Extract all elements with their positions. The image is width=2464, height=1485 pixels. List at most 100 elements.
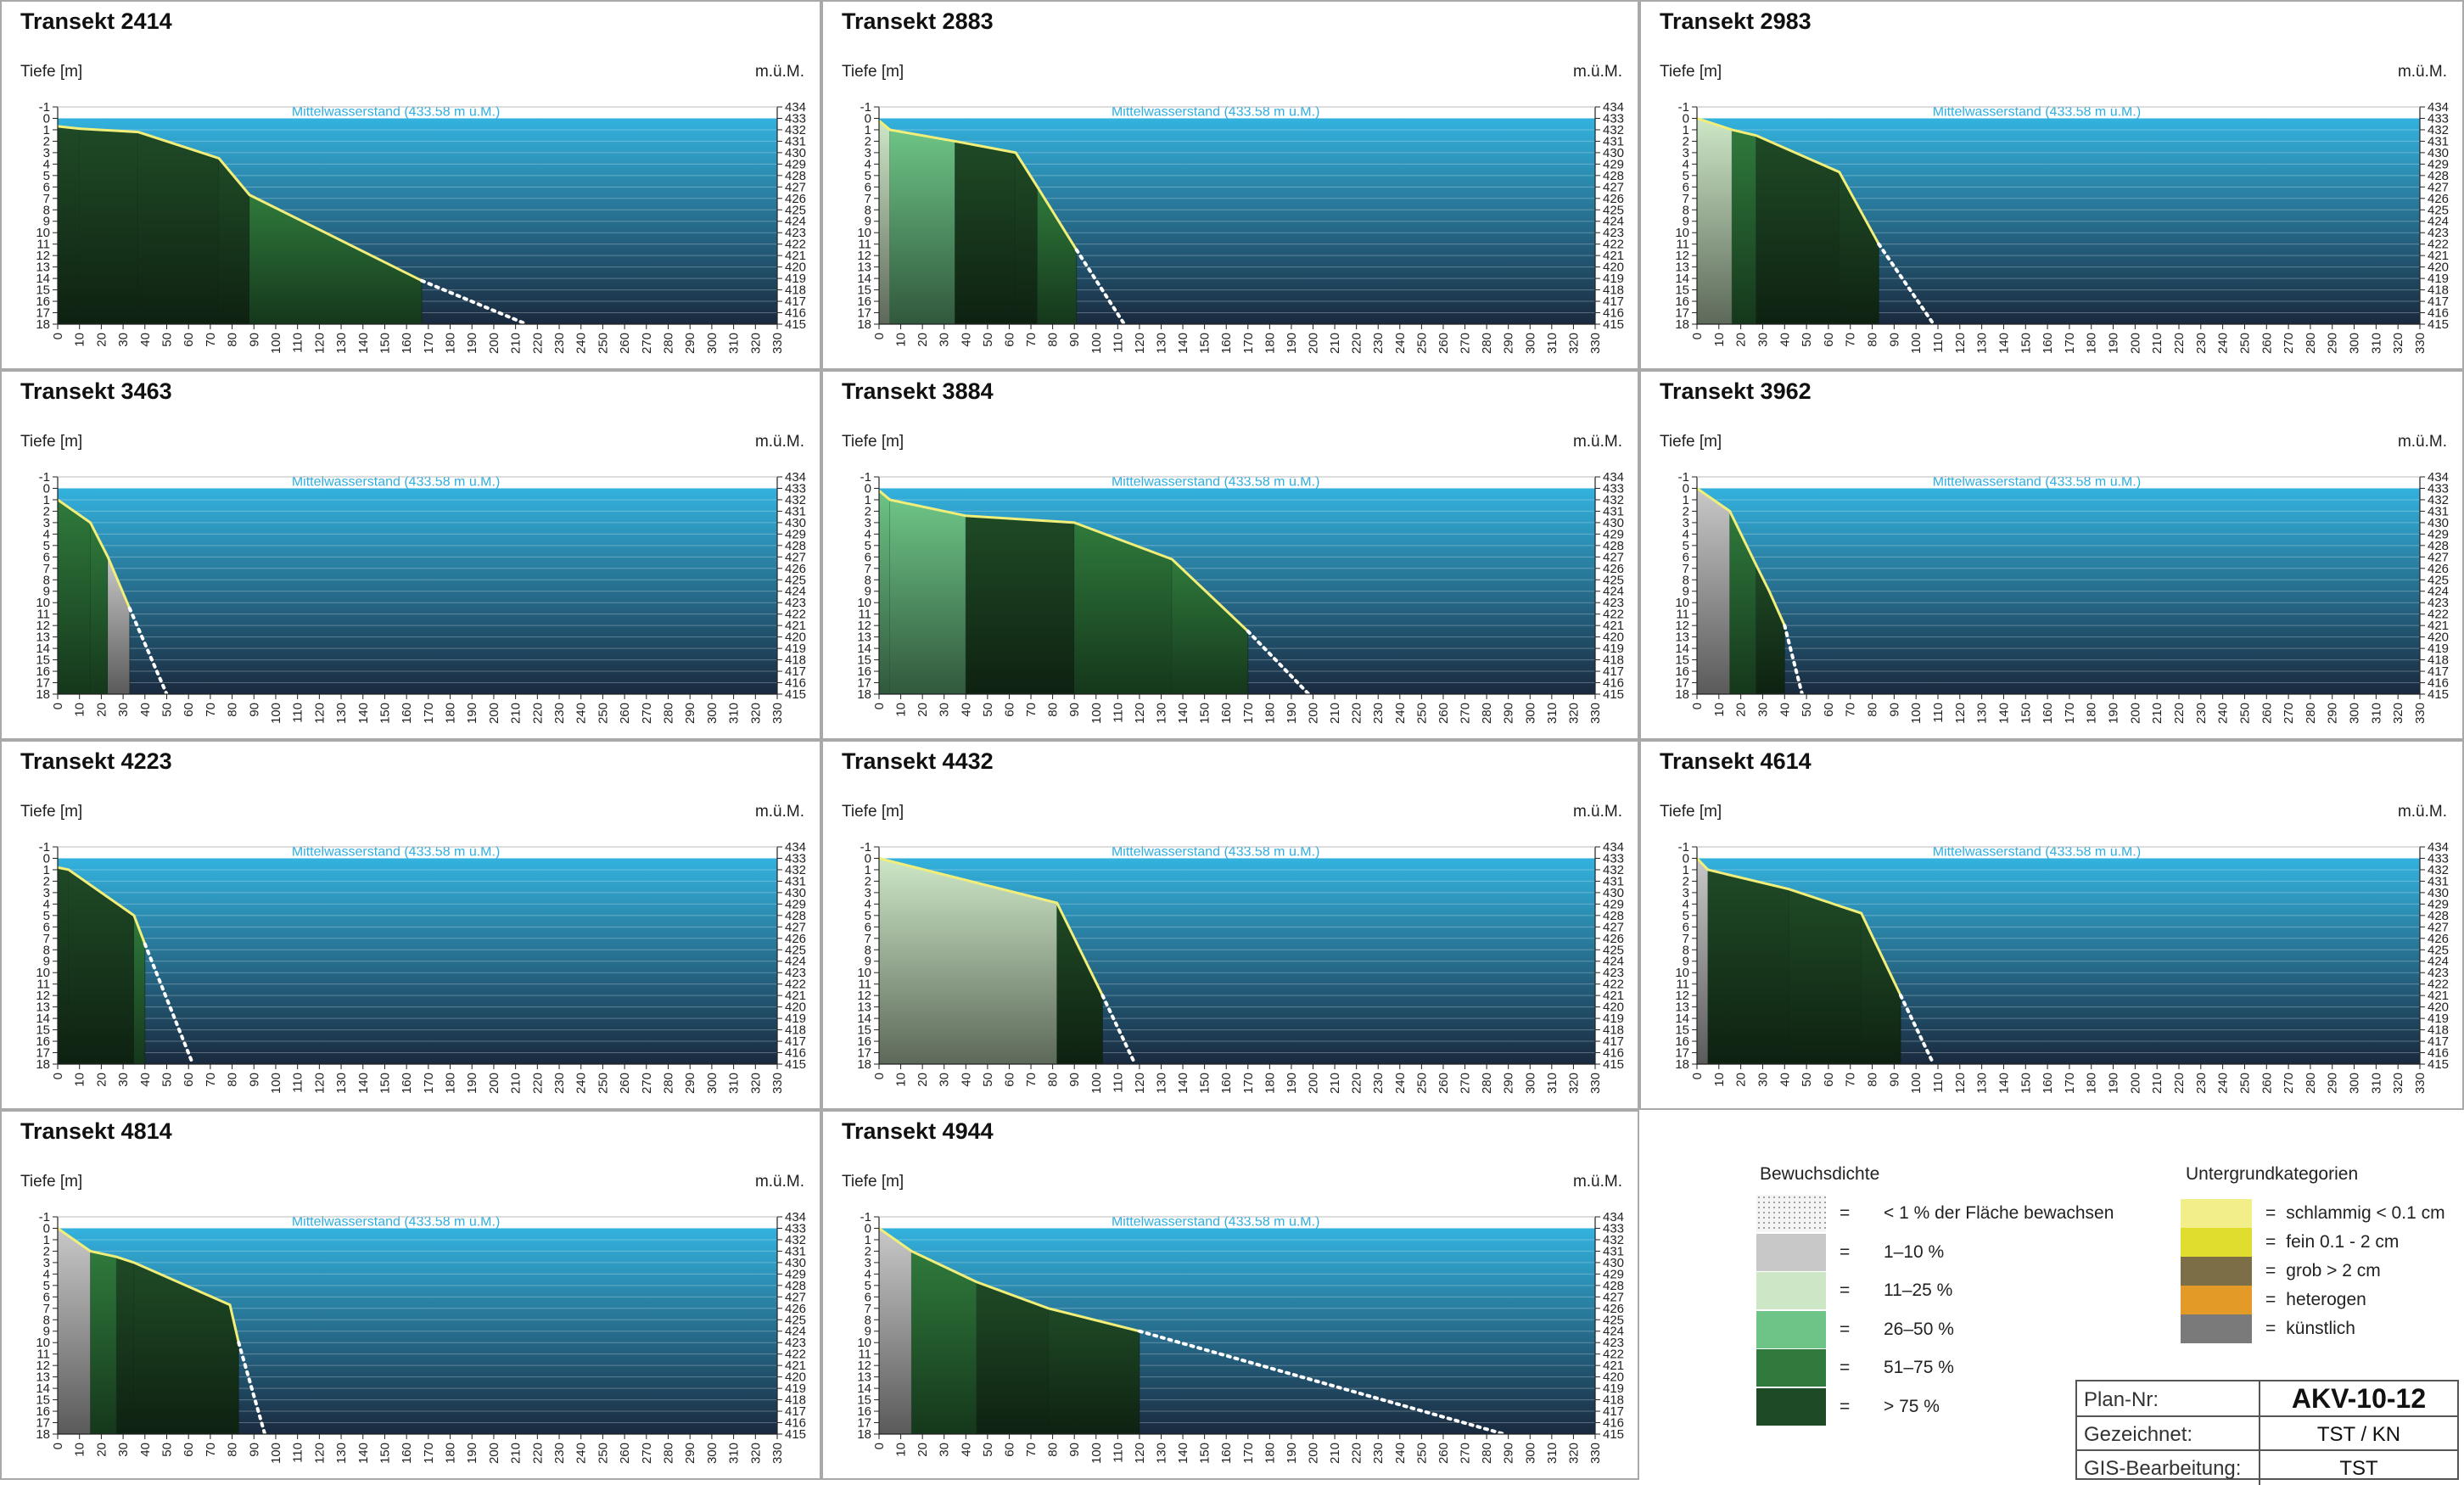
plan-nr-label: Plan-Nr: (2084, 1388, 2159, 1411)
y2-tick-label: 431 (785, 134, 806, 148)
y-tick-label: 2 (865, 504, 871, 518)
x-tick-label: 200 (1307, 1443, 1321, 1464)
y2-tick-label: 434 (785, 100, 806, 115)
x-tick-label: 140 (356, 1443, 371, 1464)
y2-tick-label: 431 (2428, 504, 2449, 518)
legend-equals: = (2265, 1232, 2276, 1252)
soil-legend-label: = künstlich (2265, 1319, 2355, 1339)
x-tick-label: 150 (1198, 333, 1212, 354)
y-tick-label: 9 (865, 215, 871, 229)
y-tick-label: 0 (865, 481, 871, 496)
x-tick-label: 40 (138, 1073, 153, 1087)
y-tick-label: 6 (865, 1290, 871, 1304)
x-tick-label: 300 (1523, 1443, 1537, 1464)
x-tick-label: 200 (487, 1443, 501, 1464)
x-tick-label: 160 (2041, 333, 2055, 354)
x-tick-label: 290 (1502, 333, 1516, 354)
x-tick-label: 30 (938, 1443, 952, 1457)
x-tick-label: 180 (1263, 1073, 1277, 1094)
title-block-row: Gezeichnet: TST / KN (2077, 1417, 2457, 1451)
y2-tick-label: 433 (1603, 851, 1624, 866)
x-tick-label: 130 (334, 1073, 349, 1094)
x-tick-label: 150 (1198, 703, 1212, 724)
y-tick-label: 3 (43, 1256, 50, 1270)
x-tick-label: 320 (2391, 1073, 2405, 1094)
y2-tick-label: 428 (1603, 169, 1624, 183)
y2-axis-label: m.ü.M. (1573, 63, 1622, 81)
x-tick-label: 50 (160, 1073, 174, 1087)
y-tick-label: 16 (857, 294, 871, 309)
zone-shade (911, 1251, 977, 1434)
y2-tick-label: 419 (785, 1011, 806, 1026)
soil-swatch (2181, 1199, 2252, 1228)
transect-chart: Tiefe [m] m.ü.M. Mittelwasserstand (433.58… (842, 63, 1624, 354)
zone-shade (1729, 511, 1756, 694)
y2-tick-label: 420 (1603, 1370, 1624, 1385)
transect-chart: Tiefe [m] m.ü.M. Mittelwasserstand (433.58… (842, 1173, 1624, 1464)
x-tick-label: 50 (981, 1443, 995, 1457)
legend-equals: = (1840, 1358, 1851, 1377)
soil-swatch (2181, 1286, 2252, 1314)
x-tick-label: 230 (2194, 703, 2209, 724)
y-tick-label: 16 (36, 1034, 50, 1049)
x-tick-label: 120 (1133, 1073, 1147, 1094)
x-tick-label: 210 (509, 703, 524, 724)
x-tick-label: 50 (1800, 1073, 1814, 1087)
x-tick-label: 130 (1154, 1073, 1168, 1094)
y2-tick-label: 422 (1603, 238, 1624, 252)
y2-tick-label: 415 (2428, 317, 2449, 332)
y2-tick-label: 415 (785, 1057, 806, 1072)
y2-tick-label: 430 (785, 146, 806, 160)
x-tick-label: 30 (1756, 1073, 1770, 1087)
x-tick-label: 50 (981, 333, 995, 347)
x-tick-label: 130 (1975, 703, 1990, 724)
legend-equals: = (2265, 1203, 2276, 1223)
x-tick-label: 150 (2019, 333, 2033, 354)
y-tick-label: 15 (36, 1393, 50, 1408)
y2-tick-label: 425 (785, 943, 806, 957)
x-tick-label: 60 (182, 1443, 196, 1457)
x-tick-label: 40 (138, 1443, 153, 1457)
y2-tick-label: 430 (785, 516, 806, 530)
y-tick-label: 14 (36, 1381, 50, 1396)
x-tick-label: 210 (2150, 703, 2164, 724)
y2-tick-label: 433 (785, 1221, 806, 1236)
x-tick-label: 330 (1588, 1073, 1603, 1094)
x-tick-label: 110 (1111, 333, 1125, 353)
y2-tick-label: 433 (1603, 1221, 1624, 1236)
density-legend-label: 1–10 % (1884, 1241, 1945, 1262)
transect-chart: Tiefe [m] m.ü.M. Mittelwasserstand (433.58… (1660, 433, 2449, 724)
y2-tick-label: 427 (785, 550, 806, 564)
y-tick-label: 0 (43, 1221, 50, 1236)
y2-tick-label: 423 (2428, 596, 2449, 610)
y2-tick-label: 432 (785, 1233, 806, 1247)
x-tick-label: 220 (1350, 703, 1364, 724)
y-tick-label: 8 (43, 573, 50, 587)
transect-panel: Transekt 2414 Tiefe [m] m.ü.M. Mittelwasser… (0, 0, 821, 370)
x-tick-label: 320 (748, 333, 763, 354)
x-tick-label: 240 (2216, 703, 2231, 724)
x-tick-label: 20 (916, 1443, 930, 1457)
y2-tick-label: 416 (1603, 676, 1624, 691)
zone-shade (889, 129, 955, 324)
y-tick-label: 0 (865, 851, 871, 866)
y2-tick-label: 417 (1603, 1034, 1624, 1049)
x-tick-label: 270 (2282, 703, 2296, 724)
y2-axis-label: m.ü.M. (1573, 803, 1622, 821)
bottom-profile-line (57, 866, 147, 945)
x-tick-label: 200 (2128, 703, 2142, 724)
x-tick-label: 310 (1545, 1443, 1560, 1464)
y2-tick-label: 419 (785, 272, 806, 286)
x-tick-label: 0 (872, 703, 887, 709)
x-tick-label: 290 (2326, 1073, 2340, 1094)
x-tick-label: 170 (2063, 703, 2077, 724)
y2-tick-label: 425 (2428, 203, 2449, 217)
x-tick-label: 110 (291, 333, 305, 353)
y-tick-label: 17 (857, 676, 871, 691)
y2-tick-label: 417 (1603, 1404, 1624, 1419)
x-tick-label: 0 (872, 1443, 887, 1449)
x-tick-label: 60 (1002, 1443, 1016, 1457)
y2-tick-label: 420 (2428, 630, 2449, 645)
density-legend-label: 11–25 % (1884, 1280, 1953, 1300)
y-tick-label: 16 (857, 664, 871, 679)
